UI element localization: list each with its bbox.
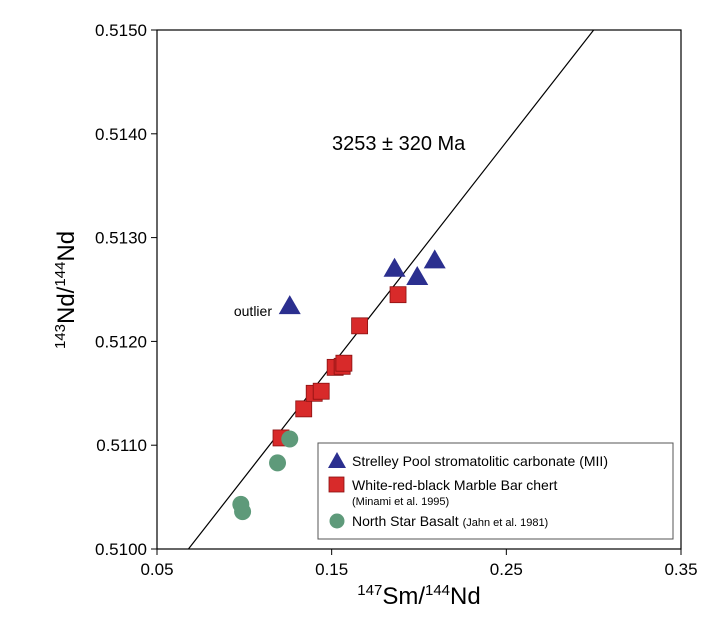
x-tick-label: 0.15 [315,560,348,579]
legend-circle-marker [329,513,345,529]
x-tick-label: 0.05 [140,560,173,579]
marble-bar-point [295,400,313,418]
y-tick-label: 0.5140 [95,125,147,144]
isochron-age-annotation: 3253 ± 320 Ma [332,133,466,155]
x-tick-label: 0.35 [664,560,697,579]
north-star-point [281,430,299,448]
outlier-label: outlier [234,303,272,319]
strelley-pool-point [278,295,301,315]
strelley-pool-point [406,266,429,286]
legend-triangle-marker [328,452,346,468]
north-star-point [234,503,252,521]
x-axis-title: 147Sm/144Nd [357,582,480,610]
x-tick-label: 0.25 [490,560,523,579]
legend-label-marble-bar: White-red-black Marble Bar chert [352,477,558,493]
marble-bar-point [351,317,369,335]
legend-label-strelley: Strelley Pool stromatolitic carbonate (M… [352,453,608,469]
y-tick-label: 0.5150 [95,21,147,40]
north-star-point [269,454,287,472]
legend-note-marble-bar: (Minami et al. 1995) [352,496,449,508]
marble-bar-point [389,286,407,304]
strelley-pool-point [383,257,406,277]
marble-bar-point [335,354,353,372]
y-tick-label: 0.5120 [95,332,147,351]
legend-square-marker [328,476,345,493]
y-tick-label: 0.5110 [96,436,147,455]
marble-bar-point [312,382,330,400]
legend: Strelley Pool stromatolitic carbonate (M… [317,442,674,540]
y-tick-label: 0.5100 [95,540,147,559]
y-tick-label: 0.5130 [95,229,147,248]
legend-box [317,442,674,540]
y-axis-title: 143Nd/144Nd [52,231,80,349]
legend-label-north-star: North Star Basalt (Jahn et al. 1981) [352,513,548,529]
strelley-pool-point [423,249,446,269]
